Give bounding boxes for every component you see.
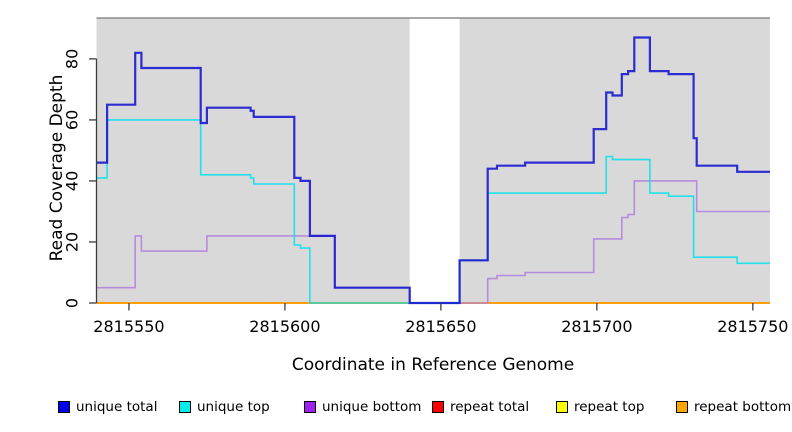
y-tick-label: 40 bbox=[63, 171, 82, 191]
x-tick-label: 2815700 bbox=[561, 317, 632, 336]
y-tick-label: 0 bbox=[63, 298, 82, 308]
legend-item-repeat-bottom: repeat bottom bbox=[676, 399, 791, 415]
repeat-bottom-swatch-icon bbox=[676, 401, 688, 413]
unique-total-swatch-icon bbox=[58, 401, 70, 413]
legend-item-unique-bottom: unique bottom bbox=[304, 399, 421, 415]
legend-item-unique-top: unique top bbox=[179, 399, 270, 415]
legend-item-repeat-total: repeat total bbox=[432, 399, 529, 415]
unique-total-line bbox=[96, 36, 770, 305]
y-axis-title: Read Coverage Depth bbox=[47, 74, 67, 262]
repeat-top-swatch-icon bbox=[556, 401, 568, 413]
y-tick-label: 60 bbox=[63, 110, 82, 130]
legend: unique total unique top unique bottom re… bbox=[0, 399, 792, 419]
unique-top-swatch-icon bbox=[179, 401, 191, 413]
unique-bottom-line bbox=[96, 180, 770, 304]
y-tick-label: 20 bbox=[63, 232, 82, 252]
repeat-total-swatch-icon bbox=[432, 401, 444, 413]
coverage-gap-band bbox=[409, 18, 460, 303]
legend-item-repeat-top: repeat top bbox=[556, 399, 644, 415]
legend-item-unique-total: unique total bbox=[58, 399, 157, 415]
y-tick-label: 80 bbox=[63, 49, 82, 69]
unique-bottom-swatch-icon bbox=[304, 401, 316, 413]
x-tick-label: 2815600 bbox=[249, 317, 320, 336]
x-tick-label: 2815550 bbox=[93, 317, 164, 336]
x-tick-label: 2815650 bbox=[405, 317, 476, 336]
x-tick-label: 2815750 bbox=[717, 317, 788, 336]
x-axis-title: Coordinate in Reference Genome bbox=[291, 355, 575, 375]
